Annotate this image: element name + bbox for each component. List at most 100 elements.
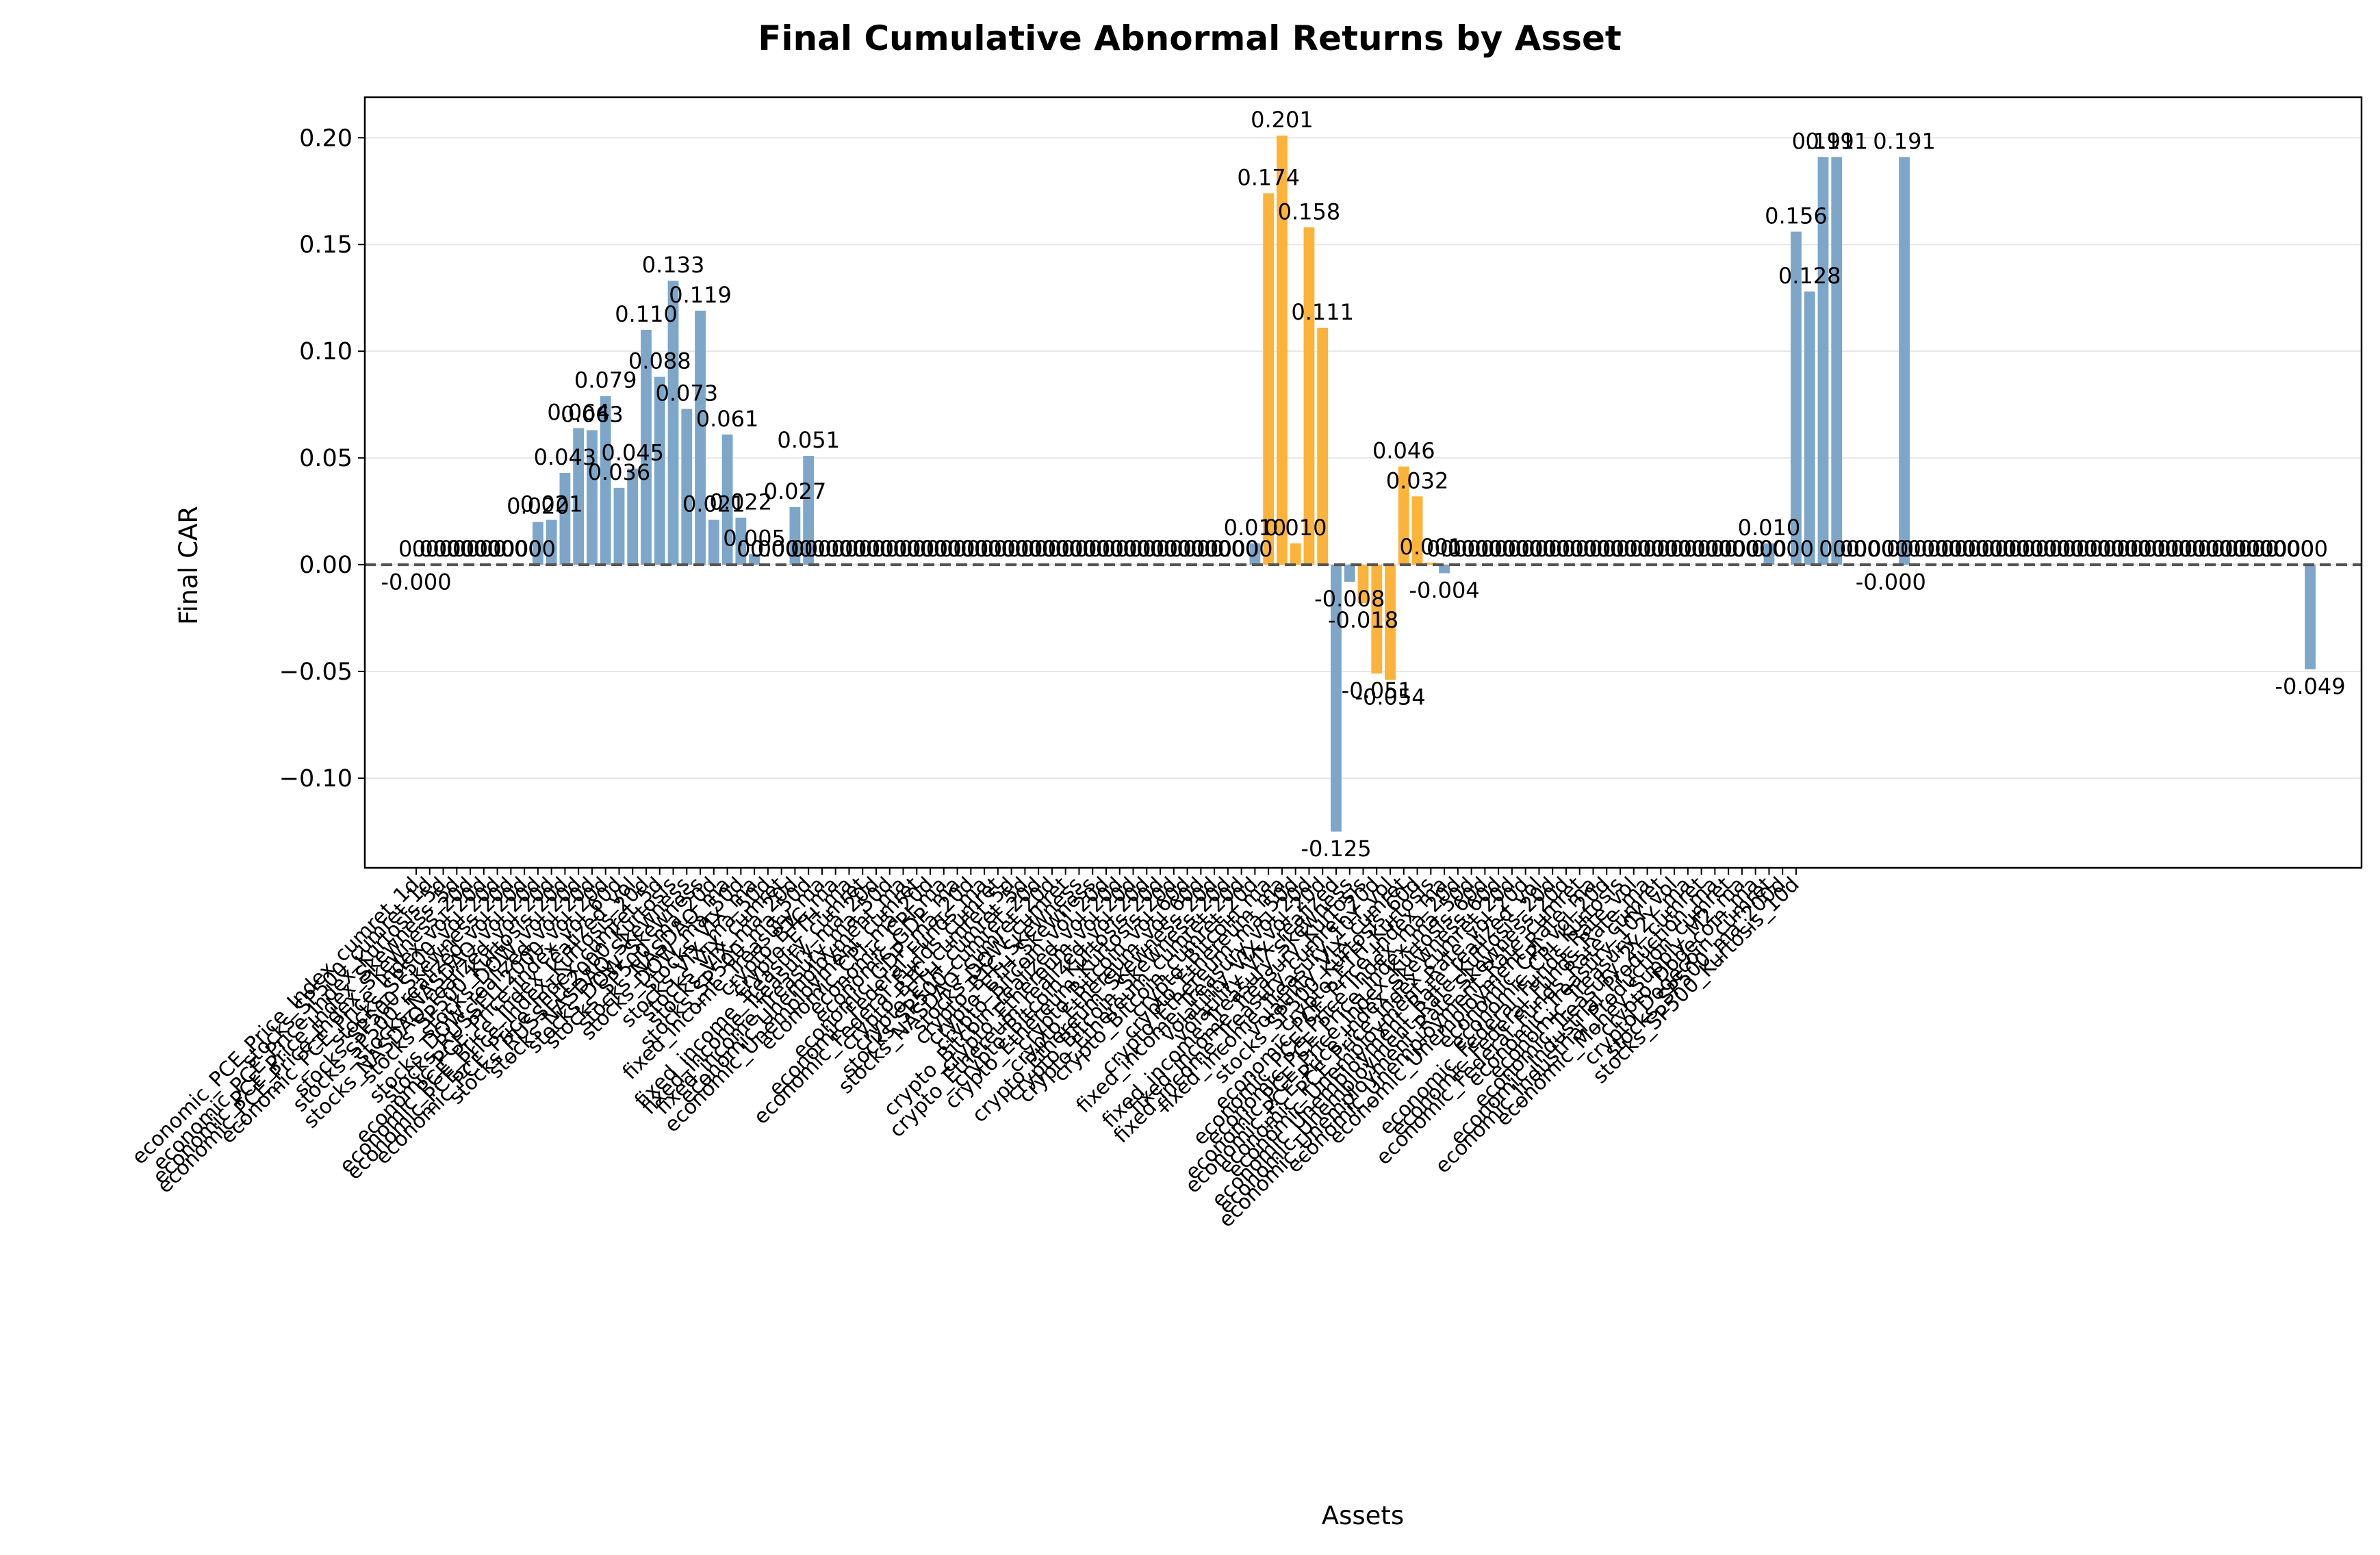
value-label: 0.000 — [1630, 536, 1693, 562]
value-label: 0.000 — [912, 536, 975, 562]
value-label: 0.000 — [1670, 536, 1733, 562]
value-label: 0.000 — [425, 536, 488, 562]
value-label: 0.000 — [1900, 536, 1963, 562]
value-label: 0.000 — [412, 536, 475, 562]
value-label: 0.000 — [2198, 536, 2261, 562]
value-label: 0.000 — [1102, 536, 1165, 562]
value-label: 0.000 — [926, 536, 989, 562]
value-label: 0.000 — [791, 536, 854, 562]
value-label: 0.010 — [1224, 515, 1287, 541]
y-axis: −0.10 −0.05 0.00 0.05 0.10 0.15 0.20 — [279, 125, 365, 793]
bar — [1398, 466, 1409, 565]
bar — [749, 554, 760, 565]
value-label: 0.046 — [1372, 438, 1435, 464]
value-label: 0.000 — [1494, 536, 1557, 562]
value-label: 0.027 — [764, 478, 827, 504]
value-label: -0.049 — [2275, 673, 2345, 699]
value-label: 0.000 — [1589, 536, 1652, 562]
y-tick-label: 0.20 — [299, 125, 353, 152]
value-label: 0.032 — [1386, 467, 1449, 493]
y-axis-title: Final CAR — [174, 506, 203, 625]
bar — [1357, 565, 1369, 604]
value-label: -0.008 — [1314, 586, 1385, 612]
value-label: 0.111 — [1291, 299, 1354, 325]
value-label: 0.000 — [1832, 536, 1895, 562]
value-label: 0.036 — [588, 459, 651, 485]
bar — [1303, 227, 1315, 565]
value-label: 0.158 — [1278, 198, 1341, 224]
bar — [1263, 193, 1275, 565]
value-label: 0.000 — [953, 536, 1016, 562]
value-label: 0.000 — [1183, 536, 1246, 562]
x-axis-title: Assets — [1322, 1501, 1404, 1530]
value-label: 0.000 — [1048, 536, 1111, 562]
y-tick-label: 0.10 — [299, 338, 353, 365]
value-label: 0.000 — [480, 536, 543, 562]
value-label: 0.063 — [561, 402, 624, 428]
value-label: 0.020 — [507, 493, 570, 519]
value-label: 0.119 — [669, 282, 732, 308]
bar — [1344, 565, 1355, 582]
value-label: 0.000 — [2035, 536, 2098, 562]
bar — [1831, 157, 1843, 565]
value-label: 0.128 — [1778, 263, 1841, 289]
value-label: 0.000 — [845, 536, 908, 562]
bar — [803, 456, 815, 565]
value-label: 0.000 — [750, 536, 813, 562]
value-label: 0.000 — [1548, 536, 1611, 562]
value-label: -0.004 — [1409, 578, 1480, 604]
bar — [721, 434, 733, 565]
value-label: 0.000 — [1481, 536, 1544, 562]
value-label: 0.000 — [994, 536, 1057, 562]
value-label: 0.000 — [1115, 536, 1178, 562]
value-label: 0.000 — [1075, 536, 1138, 562]
bar — [1249, 543, 1261, 565]
value-label: 0.000 — [804, 536, 867, 562]
value-label: 0.000 — [1656, 536, 1719, 562]
value-label: 0.051 — [777, 427, 840, 453]
value-label: 0.000 — [2130, 536, 2193, 562]
value-label: 0.000 — [1129, 536, 1192, 562]
value-label: 0.000 — [1440, 536, 1503, 562]
bar — [1385, 565, 1396, 680]
y-tick-label: 0.05 — [299, 445, 353, 472]
value-label: 0.000 — [737, 536, 799, 562]
value-label: 0.000 — [1968, 536, 2031, 562]
value-label: 0.000 — [1846, 536, 1909, 562]
bar — [559, 472, 571, 565]
value-label: -0.000 — [1856, 569, 1926, 595]
value-label: 0.010 — [1264, 515, 1327, 541]
value-label: 0.021 — [520, 491, 583, 517]
bar — [667, 281, 679, 565]
value-label: 0.174 — [1237, 164, 1300, 190]
bars — [411, 136, 2316, 832]
bar — [735, 517, 747, 565]
bar — [600, 396, 611, 565]
bar — [708, 519, 719, 565]
bar — [1804, 291, 1815, 565]
value-label: 0.000 — [1034, 536, 1097, 562]
value-label: 0.000 — [2076, 536, 2139, 562]
bar — [1899, 157, 1910, 565]
value-label: 0.043 — [534, 444, 597, 470]
value-label: 0.021 — [682, 491, 745, 517]
value-label: 0.000 — [439, 536, 502, 562]
value-label: 0.000 — [1711, 536, 1774, 562]
bar — [573, 428, 585, 565]
bar — [1791, 231, 1802, 565]
value-label: 0.000 — [1156, 536, 1219, 562]
value-label: 0.005 — [723, 525, 786, 551]
value-label: 0.088 — [628, 348, 691, 374]
value-label: 0.000 — [1210, 536, 1273, 562]
value-label: 0.000 — [2171, 536, 2234, 562]
value-label: 0.000 — [940, 536, 1003, 562]
value-label: 0.000 — [1941, 536, 2004, 562]
value-label: -0.000 — [381, 569, 451, 595]
bar — [587, 430, 598, 565]
value-label: 0.000 — [1684, 536, 1747, 562]
value-label: 0.010 — [1738, 515, 1801, 541]
y-tick-label: 0.00 — [299, 552, 353, 579]
value-label: 0.000 — [2089, 536, 2152, 562]
value-label: 0.191 — [1792, 128, 1855, 154]
bar — [1290, 543, 1301, 565]
